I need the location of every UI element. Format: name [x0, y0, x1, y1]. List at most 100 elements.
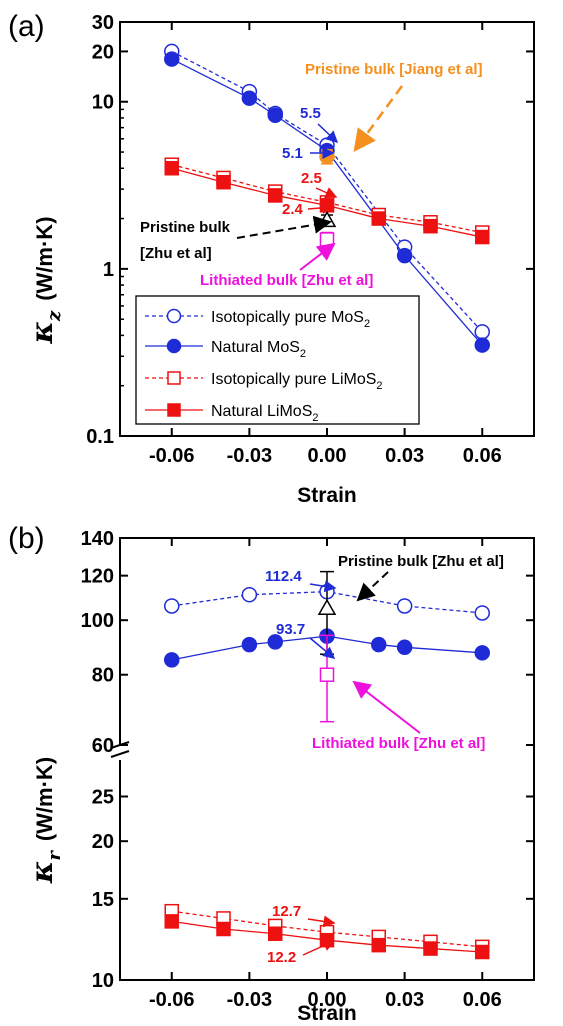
- x-axis-b: -0.06 -0.03 0.00 0.03 0.06: [149, 538, 502, 1011]
- data-point: [474, 324, 490, 340]
- reference-point-a-0: [319, 148, 335, 165]
- arrow-jiang: [353, 85, 404, 153]
- y-tick-label-a: 30: [92, 12, 114, 34]
- series-a-0: [164, 43, 490, 340]
- svg-text:κz(W/m·K): κz(W/m·K): [25, 216, 65, 344]
- legend-marker-nat-limos2: [167, 403, 181, 417]
- data-point: [164, 160, 179, 176]
- annotation-zhu-pristine-b: Pristine bulk [Zhu et al]: [338, 553, 504, 570]
- legend-label-iso-limos2: Isotopically pure LiMoS2: [211, 371, 383, 392]
- data-point: [396, 598, 413, 614]
- y-tick-label-b: 120: [81, 566, 114, 588]
- annotation-zhu-pristine-l1: Pristine bulk: [140, 219, 231, 236]
- data-point: [474, 605, 490, 621]
- y-tick-label-b: 25: [92, 787, 114, 809]
- annotation-2-5: 2.5: [301, 170, 322, 187]
- y-tick-label-a: 1: [103, 259, 114, 281]
- arrow-93-7: [309, 637, 336, 659]
- annotation-12-7: 12.7: [272, 903, 301, 920]
- y-tick-label-b: 60: [92, 735, 114, 757]
- data-point: [164, 652, 180, 668]
- arrow-5-5: [317, 123, 339, 144]
- data-point: [164, 914, 179, 929]
- plot-frame-b: [119, 537, 535, 981]
- annotation-zhu-pristine-l2: [Zhu et al]: [140, 245, 212, 262]
- data-point: [241, 90, 258, 106]
- data-point: [268, 188, 283, 203]
- x-tick-label-a: 0.03: [385, 445, 424, 467]
- legend-item-nat-limos2: Natural LiMoS2: [145, 403, 319, 424]
- data-point: [474, 645, 490, 661]
- annotation-112-4: 112.4: [265, 568, 302, 585]
- annotation-12-2: 12.2: [267, 949, 296, 966]
- svg-text:κr(W/m·K): κr(W/m·K): [25, 757, 65, 884]
- legend-item-iso-mos2: Isotopically pure MoS2: [145, 308, 370, 330]
- data-point: [241, 636, 258, 653]
- x-tick-label-b: -0.06: [149, 989, 195, 1011]
- arrow-zhu-pristine-b: [356, 571, 389, 602]
- data-point: [268, 926, 283, 941]
- arrow-112-4: [309, 580, 337, 593]
- series-line: [171, 58, 483, 346]
- data-point: [319, 198, 335, 213]
- x-tick-label-a: 0.00: [308, 445, 347, 467]
- data-point: [474, 337, 490, 353]
- data-point: [371, 937, 386, 953]
- legend-label-nat-mos2: Natural MoS2: [211, 339, 306, 360]
- y-tick-label-b: 20: [92, 831, 114, 853]
- data-point: [164, 598, 180, 614]
- x-tick-label-b: 0.03: [385, 989, 424, 1011]
- annotation-zhu-lithiated: Lithiated bulk [Zhu et al]: [200, 272, 373, 289]
- reference-marker: [319, 232, 335, 247]
- y-tick-label-b: 10: [92, 970, 114, 992]
- panel-label-b: (b): [8, 522, 45, 555]
- x-tick-label-a: -0.06: [149, 445, 195, 467]
- data-point: [371, 211, 386, 226]
- legend-marker-iso-limos2: [167, 371, 181, 385]
- legend-item-iso-limos2: Isotopically pure LiMoS2: [145, 371, 383, 392]
- data-point: [396, 639, 413, 656]
- x-tick-label-a: 0.06: [463, 445, 502, 467]
- reference-marker: [319, 148, 335, 165]
- x-axis-title-b: Strain: [297, 1002, 357, 1025]
- y-tick-label-b: 15: [92, 889, 114, 911]
- y-tick-label-b: 80: [92, 665, 114, 687]
- legend-marker-iso-mos2: [166, 308, 182, 324]
- y-axis-a: 0.1 1 10 20 30: [86, 12, 534, 448]
- x-tick-label-b: 0.06: [463, 989, 502, 1011]
- legend-box: [135, 295, 420, 425]
- annotation-93-7: 93.7: [276, 621, 305, 638]
- data-point: [216, 921, 231, 937]
- y-axis-b: 60 80 100 120 140 10 15 20 25: [81, 528, 534, 992]
- data-point: [216, 174, 231, 190]
- legend-label-nat-limos2: Natural LiMoS2: [211, 403, 319, 424]
- annotation-2-4: 2.4: [282, 201, 304, 218]
- arrow-2-5: [315, 187, 338, 199]
- data-point: [241, 586, 258, 603]
- data-point: [423, 218, 438, 234]
- data-point: [423, 941, 438, 956]
- arrow-12-7: [307, 915, 336, 928]
- panel-label-a: (a): [8, 10, 45, 43]
- arrow-zhu-lithiated-b: [352, 680, 421, 734]
- annotation-5-5: 5.5: [300, 105, 321, 122]
- x-tick-label-a: -0.03: [227, 445, 273, 467]
- y-tick-label-a: 20: [92, 41, 114, 63]
- reference-marker: [319, 667, 335, 682]
- arrow-2-4: [307, 201, 335, 214]
- series-group-b: [164, 583, 490, 960]
- legend-a: Isotopically pure MoS2 Natural MoS2 Isot…: [135, 295, 420, 425]
- x-axis-title-a: Strain: [297, 484, 357, 507]
- legend-marker-nat-mos2: [166, 338, 182, 354]
- data-point: [371, 636, 387, 653]
- x-tick-label-b: -0.03: [227, 989, 273, 1011]
- panel-a: (a) 0.1 1 10 20 30 -0.06 -0.03 0.00 0.03 0.06 St…: [8, 10, 535, 507]
- reference-marker: [317, 598, 337, 616]
- data-point: [475, 944, 490, 960]
- arrow-zhu-pristine: [236, 215, 332, 239]
- annotation-zhu-lithiated-b: Lithiated bulk [Zhu et al]: [312, 735, 485, 752]
- data-point: [267, 107, 283, 124]
- x-axis-a: -0.06 -0.03 0.00 0.03 0.06: [149, 22, 502, 467]
- data-point: [475, 229, 490, 245]
